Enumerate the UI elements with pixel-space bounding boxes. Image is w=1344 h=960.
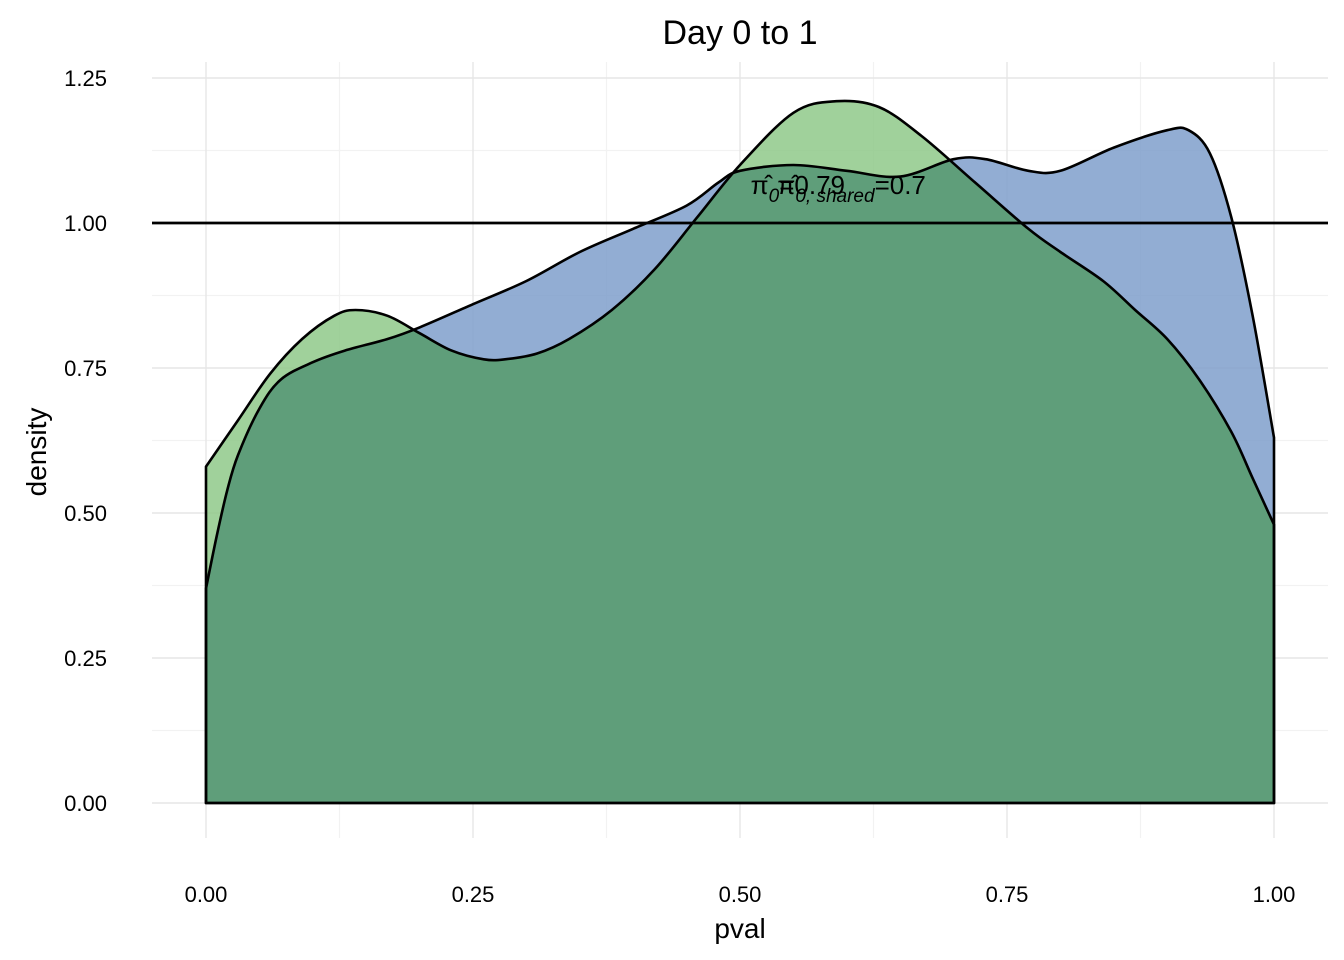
x-tick-label: 0.00 (185, 882, 228, 907)
annotation-1: π̂0=0.79 (751, 170, 845, 207)
x-tick-label: 0.50 (719, 882, 762, 907)
x-tick-label: 0.75 (986, 882, 1029, 907)
y-axis-ticks: 0.00 0.25 0.50 0.75 1.00 1.25 (64, 66, 107, 816)
y-tick-label: 1.00 (64, 211, 107, 236)
y-tick-label: 0.25 (64, 646, 107, 671)
density-areas (204, 99, 1276, 805)
y-axis-title: density (21, 408, 52, 497)
y-tick-label: 0.75 (64, 356, 107, 381)
y-tick-label: 1.25 (64, 66, 107, 91)
annotation-2: π̂0, shared=0.7 (777, 170, 926, 207)
x-tick-label: 1.00 (1253, 882, 1296, 907)
annotations: π̂0=0.79π̂0, shared=0.7 (751, 170, 926, 207)
density-outline-2 (204, 99, 1276, 805)
density-outline-1 (204, 126, 1276, 805)
x-axis-title: pval (714, 913, 765, 944)
x-tick-label: 0.25 (452, 882, 495, 907)
x-axis-ticks: 0.00 0.25 0.50 0.75 1.00 (185, 882, 1296, 907)
density-overlap (206, 127, 1274, 803)
chart-title: Day 0 to 1 (663, 14, 818, 52)
y-tick-label: 0.50 (64, 501, 107, 526)
y-tick-label: 0.00 (64, 791, 107, 816)
